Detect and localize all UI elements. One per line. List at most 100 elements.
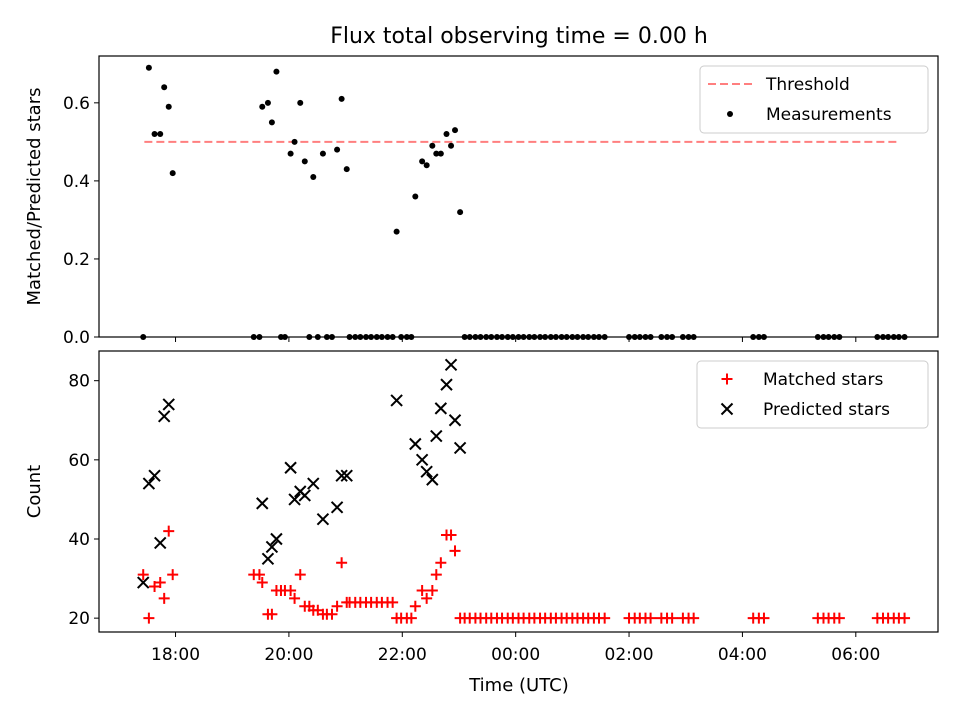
x-axis-label: Time (UTC) [468, 675, 569, 696]
measurement-point [151, 131, 158, 138]
measurement-point [310, 173, 317, 180]
matched-star-marker [666, 612, 678, 624]
matched-star-marker [688, 612, 700, 624]
predicted-star-marker [288, 493, 301, 506]
predicted-star-marker [316, 512, 330, 526]
y-tick-label: 0.0 [63, 328, 90, 348]
y-tick-label: 0.2 [63, 250, 90, 270]
measurement-point [429, 142, 436, 149]
matched-star-marker [289, 592, 301, 604]
measurement-point [393, 228, 400, 235]
legend: Threshold Measurements [699, 65, 929, 134]
x-tick-label: 02:00 [605, 645, 654, 665]
panel-counts: Count 20 40 60 80 18:00 20:00 22:00 00:00 02:00 04… [24, 350, 939, 665]
measurement-point [334, 146, 341, 153]
legend-label: Measurements [766, 105, 892, 125]
matched-star-marker [645, 612, 657, 624]
predicted-star-marker [415, 453, 429, 467]
legend-label: Matched stars [763, 370, 883, 390]
x-tick-label: 04:00 [718, 645, 767, 665]
predicted-star-marker [256, 497, 269, 510]
measurement-point [419, 158, 426, 165]
y-tick-label: 40 [68, 530, 90, 550]
predicted-star-marker [390, 394, 403, 407]
measurement-point [291, 138, 298, 145]
legend-label: Predicted stars [763, 400, 890, 420]
measurement-point [157, 131, 164, 138]
predicted-star-marker [330, 501, 344, 514]
measurement-point [259, 103, 266, 110]
matched-star-marker [416, 584, 428, 596]
predicted-star-marker [137, 576, 150, 589]
x-tick-label: 06:00 [831, 645, 880, 665]
predicted-star-marker [298, 489, 311, 502]
measurement-point [287, 150, 294, 157]
predicted-star-marker [261, 552, 275, 565]
predicted-star-marker [265, 540, 279, 554]
predicted-star-marker [142, 477, 156, 490]
matched-star-marker [449, 545, 461, 557]
measurement-point [433, 150, 440, 157]
plot-frame [98, 350, 939, 633]
measurement-point [343, 166, 350, 173]
y-axis-label: Count [24, 465, 45, 518]
matched-star-marker [253, 569, 265, 581]
y-tick-label: 0.6 [63, 94, 90, 114]
y-tick-label: 60 [68, 451, 90, 471]
matched-star-marker [266, 608, 278, 620]
predicted-star-marker [335, 469, 348, 482]
predicted-star-marker [448, 414, 462, 427]
matched-star-marker [409, 600, 421, 612]
predicted-star-marker [420, 465, 433, 478]
matched-star-marker [435, 557, 447, 569]
matched-star-marker [430, 569, 442, 581]
predicted-star-marker [453, 441, 467, 455]
x-tick-label: 00:00 [491, 645, 540, 665]
x-tick-label: 18:00 [151, 645, 200, 665]
measurement-point [457, 209, 464, 216]
measurement-point [297, 99, 304, 106]
y-tick-label: 80 [68, 372, 90, 392]
legend-label: Threshold [765, 75, 850, 95]
predicted-star-marker [426, 473, 439, 486]
measurement-point [145, 64, 152, 71]
predicted-star-marker [270, 532, 283, 546]
matched-star-marker [137, 569, 149, 581]
predicted-star-marker [284, 461, 297, 474]
y-axis-label: Matched/Predicted stars [24, 88, 45, 306]
matched-star-marker [421, 592, 433, 604]
predicted-star-marker [409, 437, 422, 451]
matched-star-marker [294, 569, 306, 581]
predicted-star-marker [148, 469, 161, 482]
matched-star-marker [143, 612, 155, 624]
measurement-point [437, 150, 444, 157]
legend: Matched stars Predicted stars [696, 360, 929, 429]
measurement-point [423, 162, 430, 169]
matched-star-marker [899, 612, 911, 624]
measurement-point [165, 103, 172, 110]
measurement-point [448, 142, 455, 149]
predicted-star-marker [440, 378, 453, 391]
predicted-star-marker [307, 477, 320, 490]
predicted-star-marker [157, 410, 171, 423]
matched-star-marker [426, 584, 438, 596]
matched-star-marker [387, 596, 399, 608]
panel-ratio: Matched/Predicted stars 0.0 0.2 0.4 0.6 Thres… [24, 55, 939, 348]
predicted-star-marker [434, 402, 448, 415]
legend-box [699, 65, 929, 134]
legend-box [696, 360, 929, 429]
matched-star-marker [256, 577, 268, 589]
measurement-point [169, 170, 176, 177]
measurement-point [338, 95, 345, 102]
measurement-point [268, 119, 275, 126]
measurement-point [161, 84, 168, 91]
matched-star-marker [167, 569, 179, 581]
measurement-point [264, 99, 271, 106]
matched-star-marker [154, 577, 166, 589]
measurement-point [412, 193, 419, 200]
matched-star-marker [285, 584, 297, 596]
plot-frame [98, 55, 939, 338]
legend-matched-swatch [721, 373, 733, 385]
measurement-point [273, 68, 280, 75]
matched-star-marker [163, 525, 175, 537]
